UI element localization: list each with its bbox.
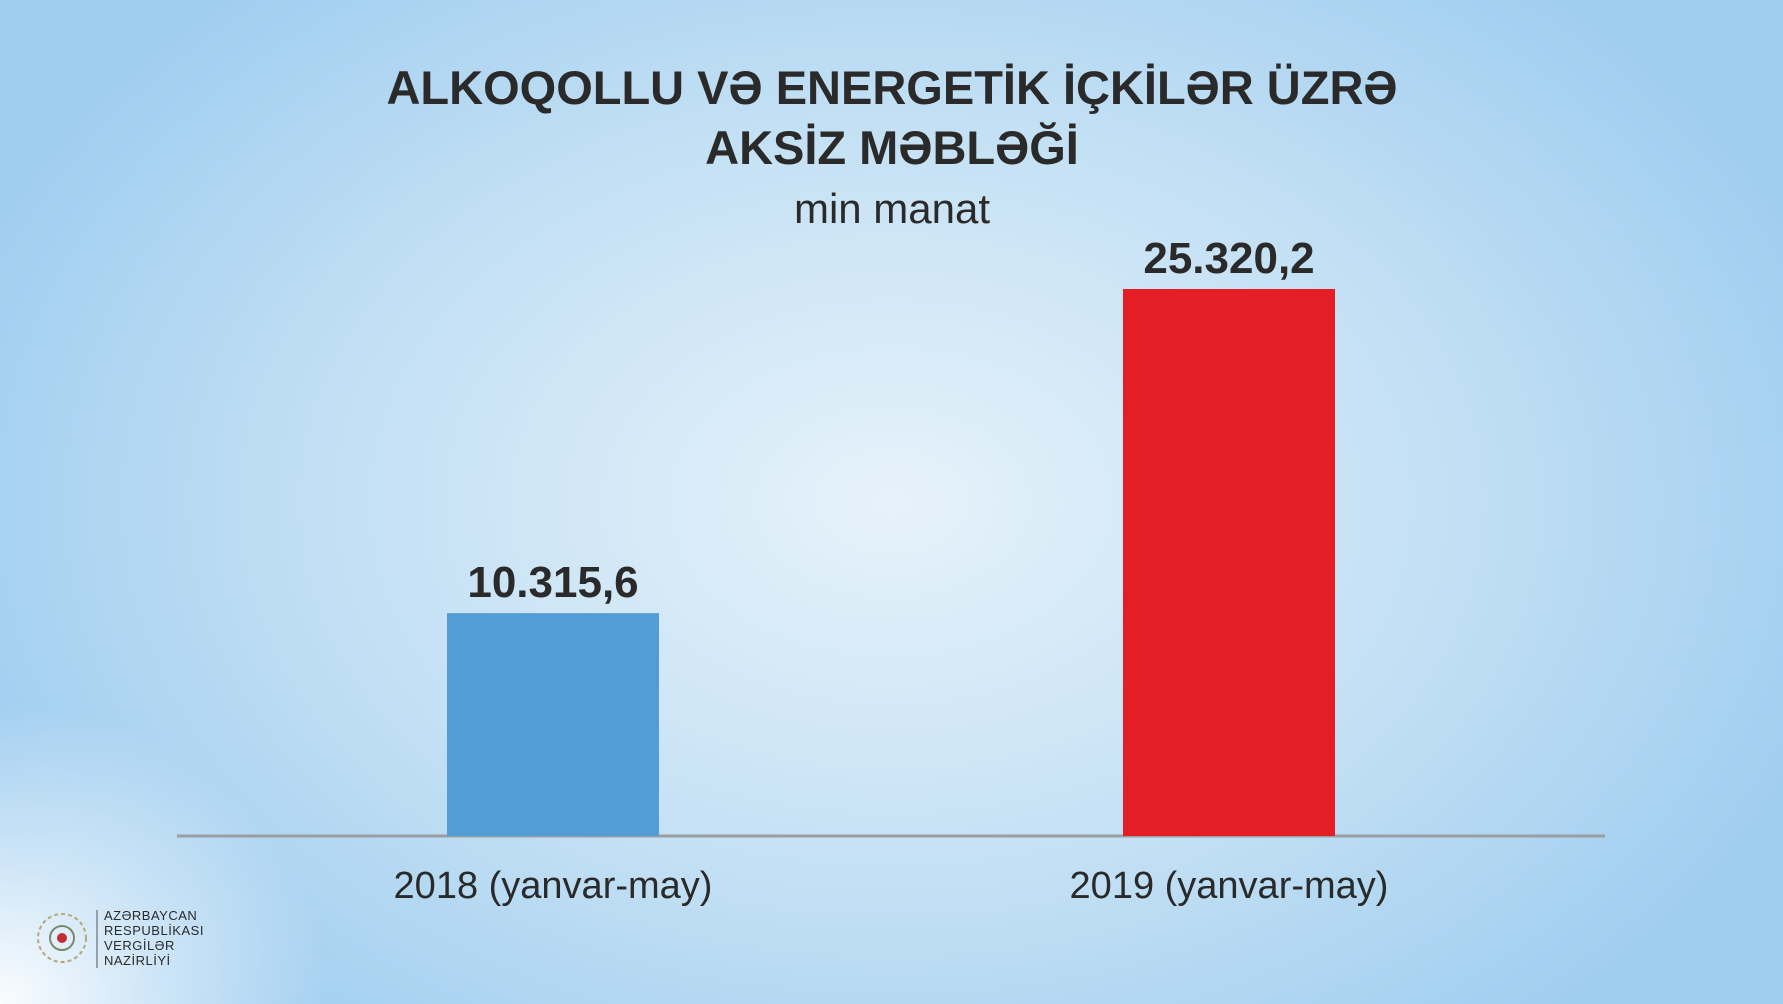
- logo-text: VERGİLƏR: [104, 938, 175, 953]
- bar: [1123, 289, 1335, 836]
- x-tick-label: 2019 (yanvar-may): [1070, 865, 1389, 907]
- x-tick-label: 2018 (yanvar-may): [394, 865, 713, 907]
- value-label: 10.315,6: [467, 558, 638, 607]
- logo: [37, 910, 98, 968]
- chart-subtitle: min manat: [794, 185, 990, 232]
- logo-text: NAZİRLİYİ: [104, 953, 171, 968]
- logo-emblem: [49, 925, 75, 951]
- logo-text: RESPUBLİKASI: [104, 923, 204, 938]
- value-label: 25.320,2: [1143, 234, 1314, 283]
- logo-emblem: [37, 913, 87, 963]
- chart-title: AKSİZ MƏBLƏĞİ: [705, 121, 1079, 174]
- logo-emblem: [57, 933, 67, 943]
- bar: [447, 613, 659, 836]
- chart-title: ALKOQOLLU VƏ ENERGETİK İÇKİLƏR ÜZRƏ: [386, 61, 1397, 114]
- logo-text: AZƏRBAYCAN: [104, 908, 197, 923]
